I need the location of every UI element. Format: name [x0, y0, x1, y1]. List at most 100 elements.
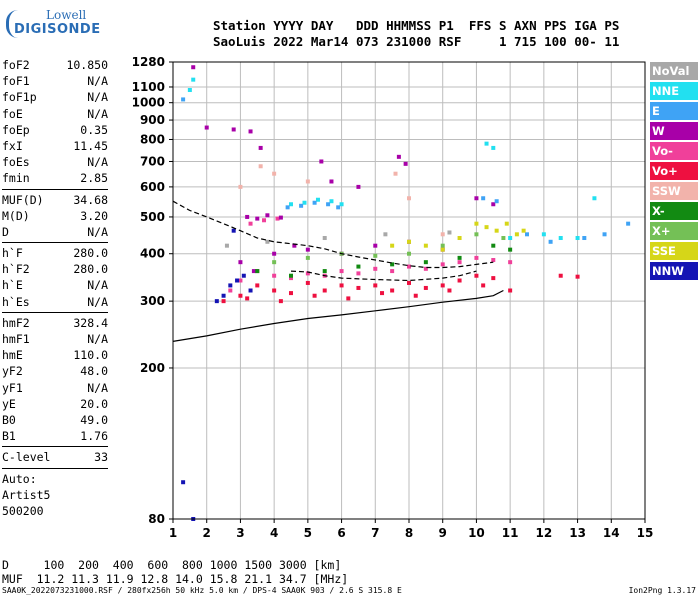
param-name: B0 — [2, 412, 16, 427]
echo-point — [228, 283, 233, 288]
echo-point — [292, 243, 297, 248]
echo-point — [457, 236, 462, 241]
echo-point — [393, 171, 398, 176]
param-value: 49.0 — [80, 412, 108, 427]
legend-xplus: X+ — [650, 222, 698, 240]
echo-point — [474, 273, 479, 278]
echo-point — [258, 145, 263, 150]
param-row: fmin 2.85 — [2, 170, 108, 186]
echo-point — [474, 255, 479, 260]
param-row: M(D) 3.20 — [2, 208, 108, 224]
param-row: h`E N/A — [2, 277, 108, 293]
echo-point — [339, 283, 344, 288]
y-tick-label: 500 — [140, 210, 165, 224]
y-tick-label: 800 — [140, 132, 165, 146]
echo-point — [423, 266, 428, 271]
echo-point — [204, 125, 209, 130]
param-name: foEp — [2, 122, 30, 137]
param-value: 2.85 — [80, 171, 108, 186]
x-tick-label: 15 — [637, 526, 654, 540]
echo-point — [481, 196, 486, 201]
param-value: 0.35 — [80, 122, 108, 137]
echo-point — [272, 260, 277, 265]
header-line-2: SaoLuis 2022 Mar14 073 231000 RSF 1 715 … — [213, 34, 620, 49]
echo-point — [305, 271, 310, 276]
upper-profile-curve — [172, 200, 494, 269]
param-value: 10.850 — [66, 58, 108, 72]
echo-point — [484, 225, 489, 230]
echo-point — [319, 159, 324, 164]
param-value: 34.68 — [73, 192, 108, 207]
param-divider — [2, 467, 108, 469]
param-row: foE N/A — [2, 106, 108, 122]
echo-point — [514, 232, 519, 237]
x-tick-label: 8 — [405, 526, 413, 540]
station-header: Station YYYY DAY DDD HHMMSS P1 FFS S AXN… — [213, 18, 619, 50]
echo-point — [258, 164, 263, 169]
echo-point — [558, 236, 563, 241]
param-name: M(D) — [2, 208, 30, 223]
echo-point — [231, 127, 236, 132]
echo-point — [238, 278, 243, 283]
param-name: D — [2, 224, 9, 239]
echo-point — [602, 232, 607, 237]
param-row: C-level 33 — [2, 449, 108, 465]
legend-e: E — [650, 102, 698, 120]
echo-point — [457, 278, 462, 283]
x-tick-label: 12 — [536, 526, 553, 540]
legend-noval: NoVal — [650, 62, 698, 80]
echo-point — [255, 216, 260, 221]
param-value: 328.4 — [73, 315, 108, 330]
echo-point — [474, 196, 479, 201]
muf-table: D 100 200 400 600 800 1000 1500 3000 [km… — [2, 558, 348, 586]
legend-sse: SSE — [650, 242, 698, 260]
echo-point — [191, 65, 196, 70]
echo-point — [278, 215, 283, 220]
y-tick-label: 700 — [140, 154, 165, 168]
echo-point — [339, 269, 344, 274]
param-row: yF1 N/A — [2, 380, 108, 396]
echo-point — [407, 251, 411, 256]
param-name: h`F — [2, 246, 23, 261]
x-tick-label: 2 — [203, 526, 211, 540]
param-row: h`Es N/A — [2, 294, 108, 310]
x-tick-label: 7 — [371, 526, 379, 540]
legend-voplus: Vo+ — [650, 162, 698, 180]
param-value: N/A — [87, 106, 108, 121]
legend-nne: NNE — [650, 82, 698, 100]
x-tick-label: 14 — [603, 526, 620, 540]
echo-point — [235, 278, 240, 283]
param-value: N/A — [87, 155, 108, 170]
echo-point — [305, 255, 310, 260]
echo-point — [315, 197, 320, 202]
echo-point — [346, 296, 351, 301]
trace-dash-curve — [290, 270, 477, 282]
logo-bottom-text: DIGISONDE — [14, 22, 101, 37]
param-name: h`E — [2, 278, 23, 293]
x-tick-label: 4 — [270, 526, 278, 540]
param-value: N/A — [87, 380, 108, 395]
y-tick-label: 1280 — [132, 55, 165, 69]
echo-point — [305, 179, 310, 184]
echo-point — [262, 218, 267, 223]
echo-point — [390, 262, 395, 267]
param-row: yF2 48.0 — [2, 363, 108, 379]
param-value: N/A — [87, 74, 108, 89]
echo-point — [224, 243, 229, 248]
logo-top-text: Lowell — [46, 8, 87, 22]
echo-point — [575, 274, 580, 279]
echo-point — [356, 271, 361, 276]
x-tick-label: 3 — [236, 526, 244, 540]
echo-point — [272, 171, 277, 176]
param-name: fxI — [2, 138, 23, 153]
echo-point — [484, 141, 489, 146]
scaled-parameters-panel: foF2 10.850 foF1 N/A foF1p N/A foE N/A foEp 0.35 f… — [2, 57, 108, 519]
param-value: 280.0 — [73, 246, 108, 261]
echo-point — [329, 199, 334, 204]
echo-point — [305, 247, 310, 252]
echo-point — [403, 161, 408, 166]
param-row: hmF2 328.4 — [2, 315, 108, 331]
echo-point — [440, 232, 445, 237]
param-row: h`F 280.0 — [2, 245, 108, 261]
echo-point — [440, 283, 445, 288]
